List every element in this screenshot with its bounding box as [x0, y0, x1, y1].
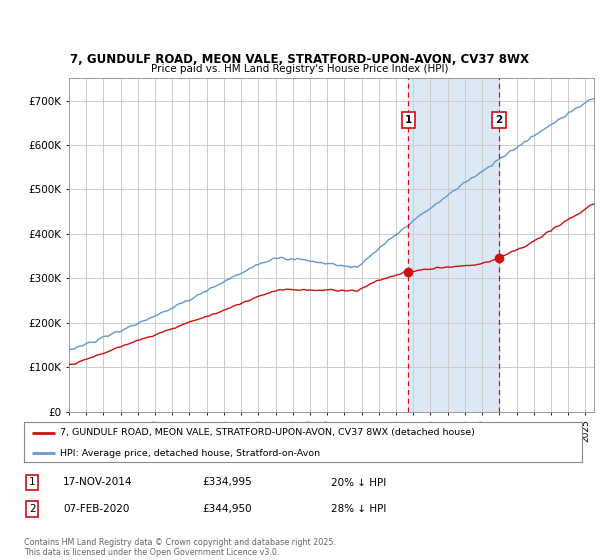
Text: 17-NOV-2014: 17-NOV-2014	[63, 478, 133, 488]
Text: HPI: Average price, detached house, Stratford-on-Avon: HPI: Average price, detached house, Stra…	[60, 449, 320, 458]
Text: £344,950: £344,950	[203, 504, 252, 514]
Text: £334,995: £334,995	[203, 478, 253, 488]
Text: Contains HM Land Registry data © Crown copyright and database right 2025.
This d: Contains HM Land Registry data © Crown c…	[24, 538, 336, 557]
Text: 07-FEB-2020: 07-FEB-2020	[63, 504, 130, 514]
Text: 7, GUNDULF ROAD, MEON VALE, STRATFORD-UPON-AVON, CV37 8WX: 7, GUNDULF ROAD, MEON VALE, STRATFORD-UP…	[71, 53, 530, 66]
Text: 2: 2	[496, 115, 503, 125]
Text: 28% ↓ HPI: 28% ↓ HPI	[331, 504, 386, 514]
Text: 1: 1	[405, 115, 412, 125]
Bar	[409, 78, 499, 412]
Text: 1: 1	[29, 478, 35, 488]
Text: Price paid vs. HM Land Registry's House Price Index (HPI): Price paid vs. HM Land Registry's House …	[151, 64, 449, 74]
Text: 7, GUNDULF ROAD, MEON VALE, STRATFORD-UPON-AVON, CV37 8WX (detached house): 7, GUNDULF ROAD, MEON VALE, STRATFORD-UP…	[60, 428, 475, 437]
Text: 2: 2	[29, 504, 35, 514]
Text: 20% ↓ HPI: 20% ↓ HPI	[331, 478, 386, 488]
